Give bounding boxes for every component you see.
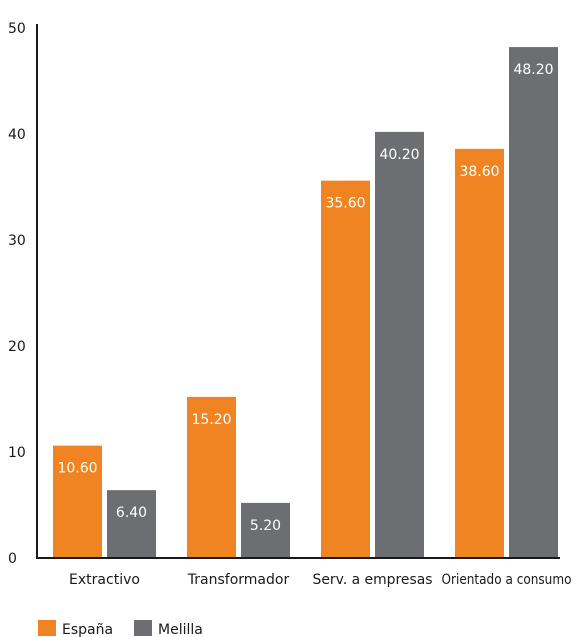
data-label-melilla-0: 6.40 (116, 505, 147, 521)
bars (53, 47, 558, 559)
data-label-espana-3: 38.60 (459, 164, 499, 180)
data-label-melilla-2: 40.20 (379, 147, 419, 163)
bar-espana-3 (455, 148, 504, 558)
bar-melilla-3 (509, 47, 558, 559)
bar-espana-2 (321, 180, 370, 558)
y-tick-label-1: 10 (8, 445, 26, 461)
legend-label-espana: España (62, 622, 113, 637)
bar-melilla-2 (375, 131, 424, 558)
bar-espana-0 (53, 445, 102, 558)
y-tick-label-5: 50 (8, 21, 26, 37)
data-label-melilla-1: 5.20 (250, 518, 281, 534)
y-tick-label-2: 20 (8, 339, 26, 355)
bar-melilla-0 (107, 490, 156, 558)
y-tick-label-3: 30 (8, 233, 26, 249)
x-axis-labels: Extractivo Transformador Serv. a empresas O… (69, 572, 571, 588)
x-category-label-3: Orientado a consumo (442, 572, 572, 588)
data-label-espana-2: 35.60 (325, 196, 365, 212)
legend-swatch-melilla (134, 620, 152, 636)
data-label-espana-0: 10.60 (57, 461, 97, 477)
x-category-label-0: Extractivo (69, 572, 140, 588)
legend-label-melilla: Melilla (158, 622, 203, 637)
data-label-melilla-3: 48.20 (513, 62, 553, 78)
bar-melilla-1 (241, 502, 290, 558)
data-labels: 10.60 6.40 15.20 5.20 35.60 40.20 38.60 48.20 (57, 62, 553, 534)
legend: España Melilla (38, 620, 203, 637)
legend-swatch-espana (38, 620, 56, 636)
y-axis-ticks: 0 10 20 30 40 50 (8, 21, 26, 567)
data-label-espana-1: 15.20 (191, 412, 231, 428)
y-tick-label-0: 0 (8, 551, 17, 567)
bar-espana-1 (187, 396, 236, 558)
y-tick-label-4: 40 (8, 127, 26, 143)
x-category-label-2: Serv. a empresas (313, 572, 433, 588)
x-category-label-1: Transformador (187, 572, 290, 588)
